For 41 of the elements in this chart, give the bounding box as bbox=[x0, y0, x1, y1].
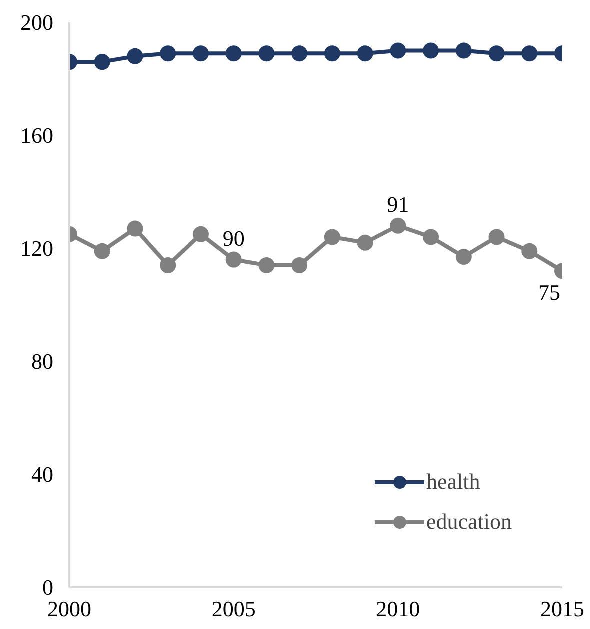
point bbox=[488, 229, 505, 246]
point bbox=[127, 48, 144, 64]
y-tick-label: 120 bbox=[20, 236, 54, 261]
point bbox=[357, 46, 374, 62]
x-tick-label: 2015 bbox=[540, 596, 584, 622]
point bbox=[357, 234, 374, 251]
x-tick-label: 2005 bbox=[212, 596, 256, 622]
point bbox=[456, 248, 472, 265]
point bbox=[160, 257, 176, 274]
point bbox=[292, 257, 308, 274]
legend-label: education bbox=[426, 509, 512, 535]
point bbox=[258, 46, 275, 62]
y-tick-label: 40 bbox=[32, 462, 54, 487]
point bbox=[258, 257, 275, 274]
y-tick-label: 160 bbox=[20, 123, 54, 148]
point bbox=[292, 46, 308, 62]
annotation: 91 bbox=[387, 192, 410, 217]
point bbox=[192, 226, 209, 242]
point bbox=[423, 229, 440, 246]
point bbox=[160, 46, 176, 62]
point bbox=[324, 46, 340, 62]
point bbox=[94, 54, 110, 70]
point bbox=[94, 243, 110, 260]
point bbox=[423, 42, 440, 59]
point bbox=[390, 42, 406, 59]
point bbox=[488, 46, 505, 62]
point bbox=[522, 46, 538, 62]
point bbox=[226, 252, 242, 268]
point bbox=[390, 218, 406, 234]
point bbox=[226, 46, 242, 62]
annotation: 75 bbox=[538, 280, 560, 306]
point bbox=[127, 220, 144, 237]
point bbox=[522, 243, 538, 260]
y-tick-label: 80 bbox=[32, 349, 54, 374]
point bbox=[192, 46, 209, 62]
annotation: 90 bbox=[222, 226, 245, 251]
legend-label: health bbox=[426, 469, 480, 495]
point bbox=[456, 42, 472, 59]
point bbox=[324, 229, 340, 246]
y-tick-label: 200 bbox=[20, 10, 54, 35]
x-tick-label: 2010 bbox=[376, 596, 420, 622]
